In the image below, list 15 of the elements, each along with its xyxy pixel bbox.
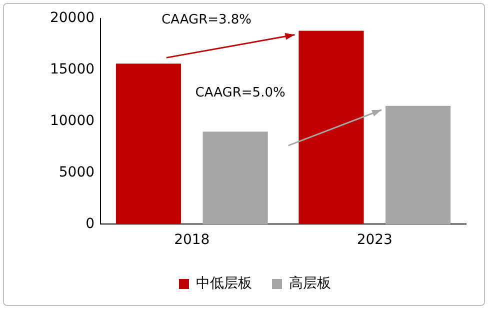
y-tick-label: 10000 xyxy=(50,112,95,129)
bar xyxy=(385,106,451,224)
y-tick-label: 15000 xyxy=(50,61,95,78)
y-tick-label: 0 xyxy=(86,216,95,232)
y-tick-label: 5000 xyxy=(58,164,95,180)
x-tick-label: 2018 xyxy=(174,232,210,248)
legend-label: 高层板 xyxy=(289,276,331,292)
x-tick-label: 2023 xyxy=(356,232,392,248)
bar xyxy=(298,30,364,224)
y-tick-label: 20000 xyxy=(50,10,95,26)
annotation: CAAGR=5.0% xyxy=(195,86,286,101)
bar xyxy=(202,132,268,224)
bar xyxy=(116,64,182,224)
annotation: CAAGR=3.8% xyxy=(162,12,252,28)
legend-label: 中低层板 xyxy=(196,276,252,292)
